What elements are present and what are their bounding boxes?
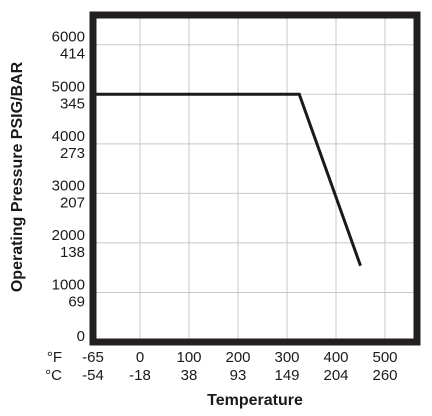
- plot-frame: [89, 11, 421, 346]
- y-tick-label-psig: 4000: [52, 128, 85, 145]
- grid-layer: [93, 15, 417, 342]
- x-tick-label-celsius: -18: [129, 367, 151, 384]
- x-tick-label-fahrenheit: -65: [82, 349, 104, 366]
- x-tick-label-celsius: 38: [181, 367, 198, 384]
- y-tick-label-psig: 1000: [52, 276, 85, 293]
- y-tick-label-psig: 2000: [52, 227, 85, 244]
- series-layer: [93, 92, 362, 267]
- x-tick-label-fahrenheit: 500: [372, 349, 397, 366]
- x-tick-label-fahrenheit: 400: [323, 349, 348, 366]
- y-tick-label-psig: 0: [77, 328, 85, 345]
- x-tick-label-celsius: 260: [372, 367, 397, 384]
- y-tick-label-psig: 6000: [52, 29, 85, 46]
- y-tick-label-bar: 207: [60, 194, 85, 211]
- x-tick-label-fahrenheit: 200: [225, 349, 250, 366]
- x-axis-title: Temperature: [207, 392, 303, 409]
- y-tick-label-psig: 3000: [52, 177, 85, 194]
- y-tick-label-bar: 138: [60, 244, 85, 261]
- x-tick-label-fahrenheit: 0: [136, 349, 144, 366]
- y-tick-label-bar: 345: [60, 95, 85, 112]
- x-tick-label-celsius: -54: [82, 367, 104, 384]
- x-tick-label-fahrenheit: 100: [176, 349, 201, 366]
- x-tick-label-celsius: 93: [230, 367, 247, 384]
- y-tick-label-psig: 5000: [52, 78, 85, 95]
- series-line: [93, 92, 362, 267]
- x-unit-fahrenheit: °F: [47, 349, 62, 366]
- y-tick-label-bar: 273: [60, 145, 85, 162]
- y-tick-label-bar: 69: [68, 293, 85, 310]
- x-tick-label-fahrenheit: 300: [274, 349, 299, 366]
- y-axis-title: Operating Pressure PSIG/BAR: [9, 61, 26, 292]
- x-tick-label-celsius: 149: [274, 367, 299, 384]
- x-tick-label-celsius: 204: [323, 367, 348, 384]
- x-unit-celsius: °C: [45, 367, 62, 384]
- y-tick-label-bar: 414: [60, 46, 85, 63]
